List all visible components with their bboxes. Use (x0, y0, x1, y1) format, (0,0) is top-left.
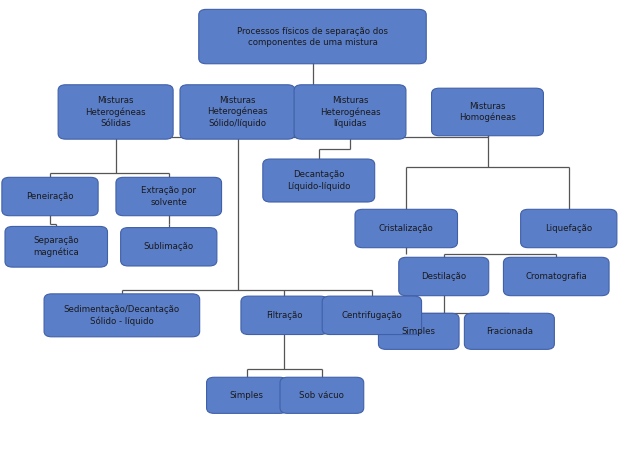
FancyBboxPatch shape (294, 85, 406, 139)
Text: Liquefação: Liquefação (545, 224, 592, 233)
Text: Misturas
Heterogéneas
líquidas: Misturas Heterogéneas líquidas (320, 96, 381, 128)
FancyBboxPatch shape (44, 294, 200, 337)
Text: Centrifugação: Centrifugação (341, 311, 402, 320)
Text: Cromatografia: Cromatografia (526, 272, 587, 281)
Text: Peneiração: Peneiração (26, 192, 74, 201)
FancyBboxPatch shape (2, 177, 98, 216)
FancyBboxPatch shape (263, 159, 374, 202)
FancyBboxPatch shape (5, 227, 107, 267)
Text: Simples: Simples (402, 327, 436, 336)
FancyBboxPatch shape (58, 85, 173, 139)
FancyBboxPatch shape (280, 377, 364, 413)
Text: Fracionada: Fracionada (486, 327, 533, 336)
Text: Extração por
solvente: Extração por solvente (141, 186, 196, 207)
FancyBboxPatch shape (379, 314, 459, 349)
Text: Sob vácuo: Sob vácuo (299, 391, 344, 400)
Text: Sedimentação/Decantação
Sólido - líquido: Sedimentação/Decantação Sólido - líquido (64, 305, 180, 326)
Text: Misturas
Homogéneas: Misturas Homogéneas (459, 101, 516, 122)
FancyBboxPatch shape (399, 257, 489, 296)
Text: Filtração: Filtração (266, 311, 302, 320)
FancyBboxPatch shape (121, 228, 217, 266)
FancyBboxPatch shape (241, 296, 328, 335)
FancyBboxPatch shape (180, 85, 295, 139)
Text: Simples: Simples (230, 391, 264, 400)
FancyBboxPatch shape (464, 314, 554, 349)
Text: Sublimação: Sublimação (144, 242, 194, 251)
Text: Misturas
Heterogéneas
Sólido/líquido: Misturas Heterogéneas Sólido/líquido (208, 96, 268, 128)
Text: Destilação: Destilação (421, 272, 466, 281)
Text: Cristalização: Cristalização (379, 224, 434, 233)
FancyBboxPatch shape (521, 209, 617, 248)
FancyBboxPatch shape (206, 377, 288, 413)
Text: Decantação
Líquido-líquido: Decantação Líquido-líquido (287, 170, 351, 191)
FancyBboxPatch shape (504, 257, 609, 296)
FancyBboxPatch shape (199, 9, 426, 64)
Text: Misturas
Heterogéneas
Sólidas: Misturas Heterogéneas Sólidas (85, 96, 146, 128)
Text: Processos físicos de separação dos
componentes de uma mistura: Processos físicos de separação dos compo… (237, 27, 388, 47)
Text: Separação
magnética: Separação magnética (33, 236, 79, 257)
FancyBboxPatch shape (322, 296, 421, 335)
FancyBboxPatch shape (355, 209, 458, 248)
FancyBboxPatch shape (116, 177, 222, 216)
FancyBboxPatch shape (431, 88, 544, 136)
